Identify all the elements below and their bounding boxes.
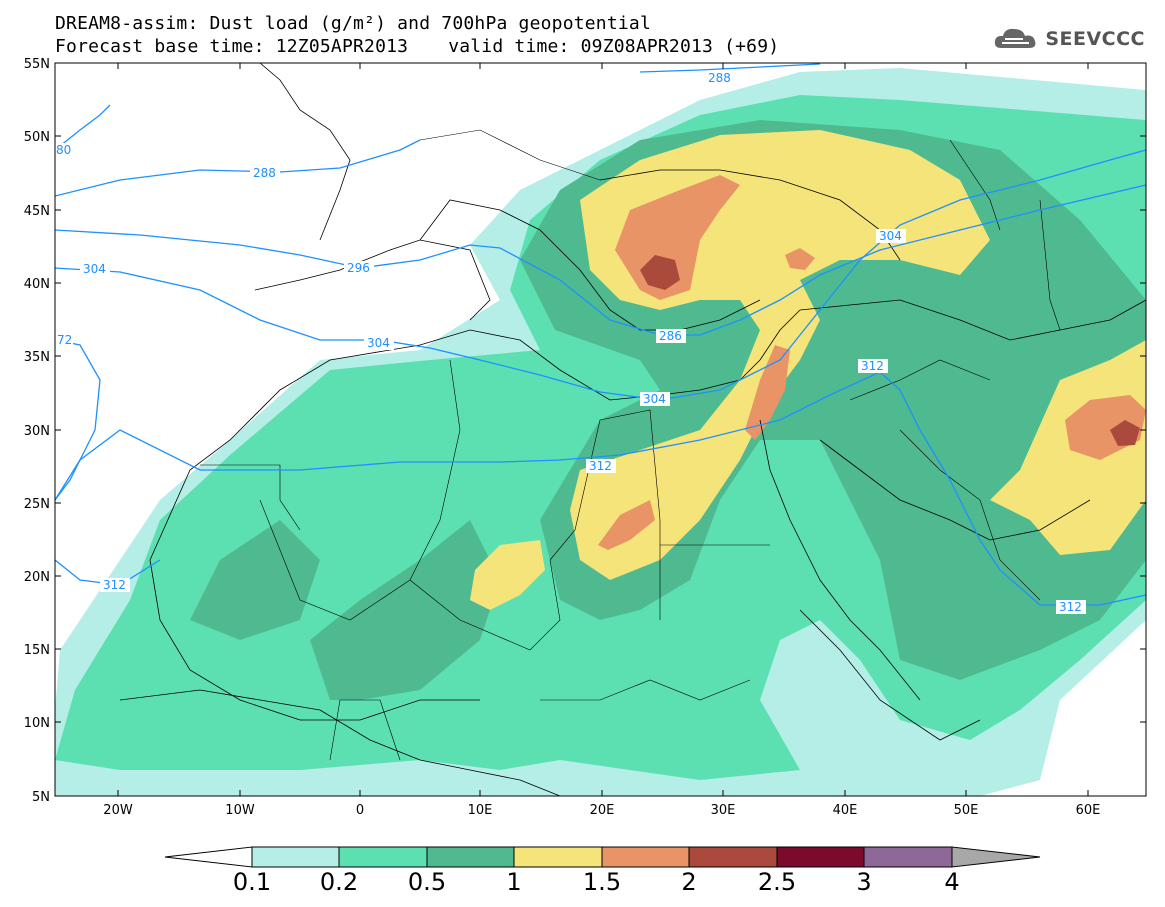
lat-tick-label: 25N [24, 497, 50, 512]
lon-tick-label: 0 [356, 803, 364, 818]
contour-label: 304 [879, 229, 902, 243]
dust-band-1 [990, 340, 1146, 555]
contour-label: 312 [861, 359, 884, 373]
contour-labels: 288 288 80 296 304 304 304 304 312 312 3… [55, 71, 1086, 614]
dust-band-1-5 [785, 248, 815, 270]
lon-tick-label: 20W [103, 803, 133, 818]
colorbar [164, 846, 1041, 868]
contour-label: 288 [253, 166, 276, 180]
dust-band-2 [1110, 420, 1140, 446]
lon-tick-label: 30E [711, 803, 736, 818]
contour-label: 288 [708, 71, 731, 85]
lon-tick-label: 10E [468, 803, 493, 818]
contour-label: 296 [347, 261, 370, 275]
colorbar-lower-triangle [164, 846, 253, 868]
lat-tick-label: 55N [24, 57, 50, 72]
colorbar-label: 3 [856, 868, 872, 896]
lat-tick-label: 50N [24, 130, 50, 145]
lon-tick-label: 40E [833, 803, 858, 818]
lat-tick-label: 30N [24, 424, 50, 439]
dust-band-0-5 [310, 520, 500, 700]
seevccc-logo: SEEVCCC [993, 26, 1145, 52]
base-time: Forecast base time: 12Z05APR2013 [55, 36, 409, 57]
lat-tick-label: 40N [24, 277, 50, 292]
lat-tick-label: 45N [24, 204, 50, 219]
colorbar-segment [251, 846, 340, 868]
lon-tick-label: 10W [225, 803, 255, 818]
cloud-logo-icon [995, 28, 1036, 48]
lat-tick-label: 10N [24, 716, 50, 731]
colorbar-segment [688, 846, 778, 868]
dust-band-1-5 [745, 345, 790, 440]
contour-label: 304 [83, 262, 106, 276]
lat-tick-label: 35N [24, 350, 50, 365]
colorbar-label: 2 [681, 868, 697, 896]
lat-tick-label: 15N [24, 643, 50, 658]
colorbar-upper-triangle [951, 846, 1041, 868]
colorbar-segment [601, 846, 690, 868]
colorbar-label: 1.5 [582, 868, 622, 896]
contour-label: 304 [643, 392, 666, 406]
map-plot-area: 288 288 80 296 304 304 304 304 312 312 3… [55, 63, 1146, 796]
colorbar-segment [863, 846, 953, 868]
lat-axis: 55N 50N 45N 40N 35N 30N 25N 20N 15N 10N … [24, 57, 1146, 805]
contour-label: 72 [57, 333, 72, 347]
contour-label: 286 [659, 329, 682, 343]
dust-band-1-5 [598, 500, 655, 550]
lat-tick-label: 20N [24, 570, 50, 585]
colorbar-label: 0.2 [319, 868, 359, 896]
colorbar-label: 1 [506, 868, 522, 896]
logo-text: SEEVCCC [1045, 28, 1145, 50]
dust-band-0-5 [190, 520, 320, 640]
colorbar-label: 0.5 [407, 868, 447, 896]
borders [200, 129, 1061, 761]
dust-band-1 [470, 540, 545, 610]
lon-tick-label: 60E [1076, 803, 1101, 818]
lon-tick-label: 50E [954, 803, 979, 818]
contour-label: 312 [103, 578, 126, 592]
contour-label: 80 [56, 143, 71, 157]
lon-tick-label: 20E [590, 803, 615, 818]
contour-label: 312 [589, 459, 612, 473]
contour-label: 304 [367, 336, 390, 350]
colorbar-label: 0.1 [232, 868, 272, 896]
dust-band-2 [640, 255, 680, 290]
colorbar-segment [426, 846, 515, 868]
lat-tick-label: 5N [32, 790, 50, 805]
colorbar-segment [776, 846, 865, 868]
colorbar-label: 4 [944, 868, 960, 896]
map-title: DREAM8-assim: Dust load (g/m²) and 700hP… [55, 13, 651, 34]
time-info: Forecast base time: 12Z05APR2013 valid ti… [55, 36, 779, 57]
colorbar-segment [513, 846, 603, 868]
valid-time: valid time: 09Z08APR2013 (+69) [448, 36, 780, 57]
colorbar-label: 2.5 [757, 868, 797, 896]
contour-label: 312 [1059, 600, 1082, 614]
colorbar-segment [338, 846, 428, 868]
lon-axis: 20W 10W 0 10E 20E 30E 40E 50E 60E [103, 63, 1100, 818]
